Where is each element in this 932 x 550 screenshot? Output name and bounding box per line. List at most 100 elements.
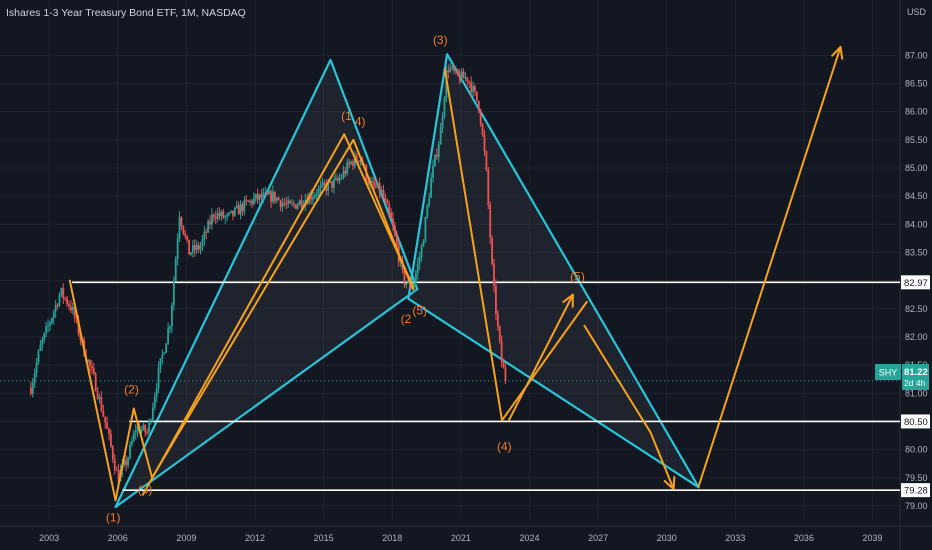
candle-body [104,416,107,423]
candle-body [460,71,463,82]
candle-body [336,178,339,181]
candle-body [260,194,263,198]
wave-label: (3) [138,483,153,497]
wave-arrowhead [663,476,676,491]
candle-body [384,197,387,201]
candle-body [203,231,206,240]
candle-body [245,199,248,201]
candle-body [190,252,192,255]
candle-body [462,71,465,79]
candle-body [373,181,375,186]
wave-line [141,133,414,496]
candle-body [171,305,173,327]
candle-body [193,245,196,251]
candle-body [395,235,398,246]
candle-body [233,207,236,216]
horizontal-levels [0,281,900,491]
candle-body [178,217,181,239]
symbol-badge [875,364,901,380]
candle-body [180,217,183,226]
candle-body [346,162,349,174]
time-tick-label: 2012 [245,533,265,543]
wave-label: 4) [355,115,366,129]
candle-body [353,155,356,166]
candle-body [449,68,452,72]
candle-body [169,326,171,329]
candle-body [403,269,406,285]
candle-body [447,70,450,72]
candle-body [69,306,72,311]
candle-body [289,200,291,204]
time-tick-label: 2036 [794,533,814,543]
price-tick-label: 84.00 [905,219,928,229]
candle-body [54,304,57,312]
price-badge [902,364,929,390]
candle-body [348,162,351,164]
candle-body [43,333,46,340]
candle-body [92,368,95,374]
current-price-tag: SHY 81.22 2d 4h [875,364,929,390]
candle-body [125,460,128,466]
candle-body [66,298,68,305]
candle-body [272,191,274,202]
time-tick-label: 2024 [519,533,539,543]
candle-body [496,313,499,327]
price-tick-label: 86.00 [905,107,928,117]
candle-body [35,362,38,374]
candle-body [172,280,175,306]
candle-body [115,469,118,471]
candle-body [222,211,225,218]
candle-body [264,192,267,194]
candle-body [451,66,453,69]
level-tag-label: 79.28 [904,486,928,497]
candle-body [458,75,461,82]
candle-body [140,429,143,433]
candle-body [291,203,293,205]
candle-body [394,225,396,236]
candle-body [197,244,200,250]
candle-body [130,441,133,445]
candle-body [386,200,389,205]
candle-body [232,210,234,216]
time-tick-label: 2039 [863,533,883,543]
candle-body [184,233,187,236]
candle-body [472,86,474,93]
candle-body [493,263,495,287]
candle-body [49,322,51,326]
price-tick-label: 85.00 [905,163,928,173]
candle-body [357,160,360,162]
candle-body [308,194,311,204]
level-tag [901,483,930,498]
candle-body [428,197,431,206]
candle-body [214,216,217,219]
candle-body [441,116,444,128]
candle-body [252,198,255,204]
candle-body [207,221,210,233]
price-tick-label: 82.00 [905,332,928,342]
candle-body [108,428,110,434]
candle-body [329,180,332,182]
time-axis[interactable]: 2003 2006 2009 2012 2015 2018 2021 2024 2027 2030… [39,533,882,543]
candle-body [413,282,415,289]
candle-body [45,326,48,334]
price-tick-label: 86.50 [905,79,928,89]
candle-body [420,246,423,258]
candle-body [90,366,93,369]
candle-body [338,178,341,181]
harmonic-triangle [114,58,419,509]
candle-body [176,238,179,259]
candle-body [241,204,244,212]
candle-body [468,81,471,83]
wave-label: (2) [124,382,139,396]
candle-body [483,135,486,152]
candle-body [64,297,67,299]
candle-body [182,225,185,234]
harmonic-triangles [114,53,700,509]
candle-body [456,69,459,76]
candle-body [56,304,59,306]
candle-body [281,202,284,207]
candle-body [111,446,114,460]
candle-body [155,388,158,397]
